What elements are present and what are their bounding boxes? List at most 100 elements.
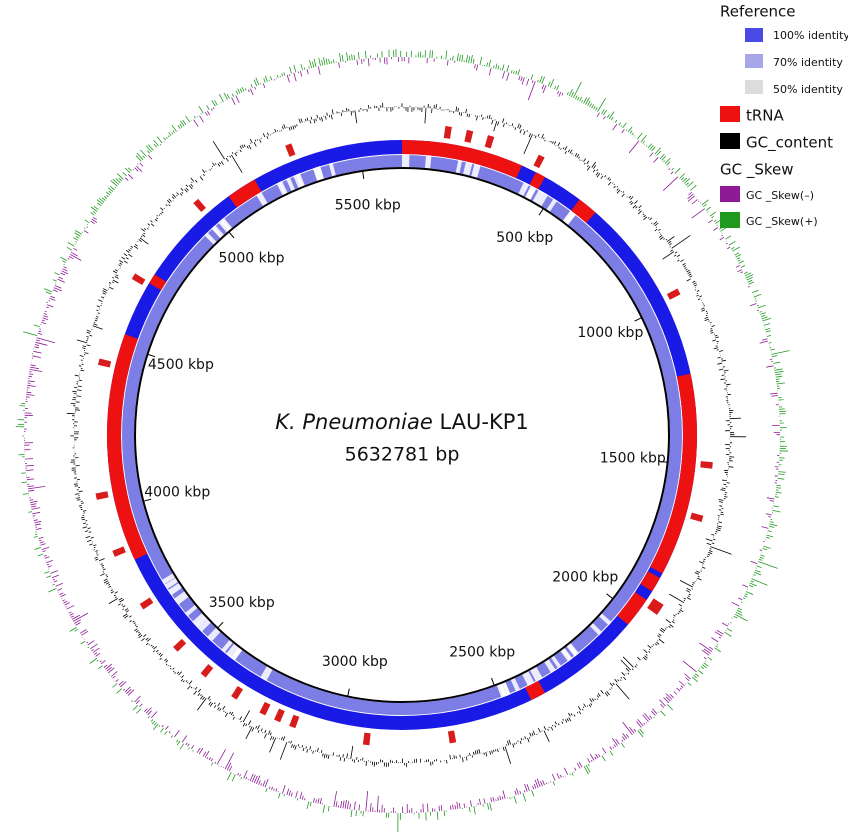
trna-marker: [131, 273, 146, 285]
trna-marker: [285, 143, 296, 157]
scale-label: 2000 kbp: [552, 569, 618, 585]
gap: [567, 643, 579, 657]
trna-segment: [107, 334, 148, 560]
strain: LAU-KP1: [439, 410, 528, 434]
swatch: [745, 28, 763, 42]
scale-label: 2500 kbp: [449, 645, 515, 661]
gap: [502, 682, 511, 696]
swatch: [720, 106, 740, 122]
gap: [328, 162, 336, 177]
trna-segment: [640, 571, 661, 592]
identity-ring-outer: [107, 140, 697, 730]
scale-label: 5500 kbp: [335, 198, 401, 214]
gap: [518, 181, 530, 197]
swatch: [745, 80, 763, 94]
gap: [293, 173, 304, 188]
gap: [218, 217, 233, 233]
legend-label: tRNA: [746, 107, 785, 125]
scale-tick: [217, 621, 224, 629]
gap: [184, 604, 198, 617]
scale-label: 500 kbp: [496, 230, 553, 246]
gc-content: [66, 102, 747, 768]
gc-skew-positive: [15, 48, 790, 832]
legend-label: GC _Skew(+): [746, 215, 818, 228]
gap: [198, 619, 211, 632]
trna-marker: [647, 602, 661, 615]
gap: [164, 577, 178, 590]
trna-marker: [666, 288, 681, 300]
gap: [599, 613, 612, 626]
gap: [530, 666, 543, 682]
trna-marker: [231, 686, 244, 700]
trna-marker: [259, 701, 271, 716]
trna-marker: [95, 491, 109, 500]
legend-label: GC_content: [746, 134, 833, 153]
scale-tick: [606, 593, 614, 600]
gap: [561, 648, 573, 661]
gap: [496, 683, 507, 698]
trna-segment: [228, 179, 262, 208]
scale-tick: [228, 231, 235, 239]
genome-length: 5632781 bp: [345, 444, 460, 466]
gap: [256, 191, 268, 206]
scale-tick: [147, 353, 156, 358]
gap: [510, 678, 521, 692]
trna-marker: [484, 135, 495, 149]
trna-marker: [700, 461, 713, 469]
gap: [204, 232, 217, 245]
trna-marker: [650, 598, 664, 611]
gap: [221, 640, 233, 653]
gap: [276, 181, 286, 196]
gap: [525, 185, 536, 200]
legend-header: Reference: [720, 3, 796, 21]
gap: [522, 671, 535, 687]
swatch: [720, 186, 740, 202]
trna-marker: [447, 730, 457, 744]
gap: [167, 583, 182, 596]
gap: [195, 616, 208, 629]
scale-tick: [143, 498, 152, 502]
legend-label: 100% identity: [773, 29, 848, 42]
swatch: [720, 133, 740, 149]
gap: [546, 198, 558, 212]
scale-tick: [538, 208, 544, 216]
scale-circle: [134, 167, 670, 703]
scale-tick: [362, 170, 365, 179]
trna-marker: [97, 358, 112, 368]
legend-label: GC _Skew(–): [746, 189, 814, 202]
gap: [206, 627, 221, 642]
legend: Reference 100% identity 70% identity 50%…: [720, 3, 848, 228]
gap: [551, 655, 562, 669]
legend-label: 50% identity: [773, 83, 843, 96]
trna-marker: [289, 714, 300, 729]
gap: [211, 226, 223, 239]
scale-label: 1500 kbp: [600, 451, 666, 467]
scale-label: 4500 kbp: [148, 357, 214, 373]
scale-tick: [347, 688, 350, 697]
trna-marker: [173, 638, 187, 652]
swatch: [720, 212, 740, 228]
gap: [471, 163, 481, 178]
legend-label: 70% identity: [773, 56, 843, 69]
gap: [532, 189, 544, 204]
gap: [424, 155, 432, 169]
gap: [455, 159, 463, 174]
trna-segment: [402, 140, 522, 179]
scale-label: 1000 kbp: [577, 325, 643, 341]
gap: [402, 154, 410, 168]
trna-marker: [200, 664, 214, 678]
scale-label: 4000 kbp: [144, 485, 210, 501]
trna-marker: [274, 708, 285, 723]
scale-tick: [659, 460, 668, 463]
scale-tick: [491, 677, 495, 686]
trna-marker: [362, 732, 371, 746]
gap: [230, 647, 243, 661]
trna-marker: [690, 512, 704, 523]
center-title: K. Pneumoniae LAU-KP1: [275, 410, 529, 434]
scale-label: 3500 kbp: [209, 595, 275, 611]
trna-segment: [525, 680, 546, 701]
gap: [226, 643, 238, 658]
scale-tick: [634, 317, 643, 322]
trna-marker: [464, 129, 474, 143]
trna-segment: [529, 172, 546, 190]
